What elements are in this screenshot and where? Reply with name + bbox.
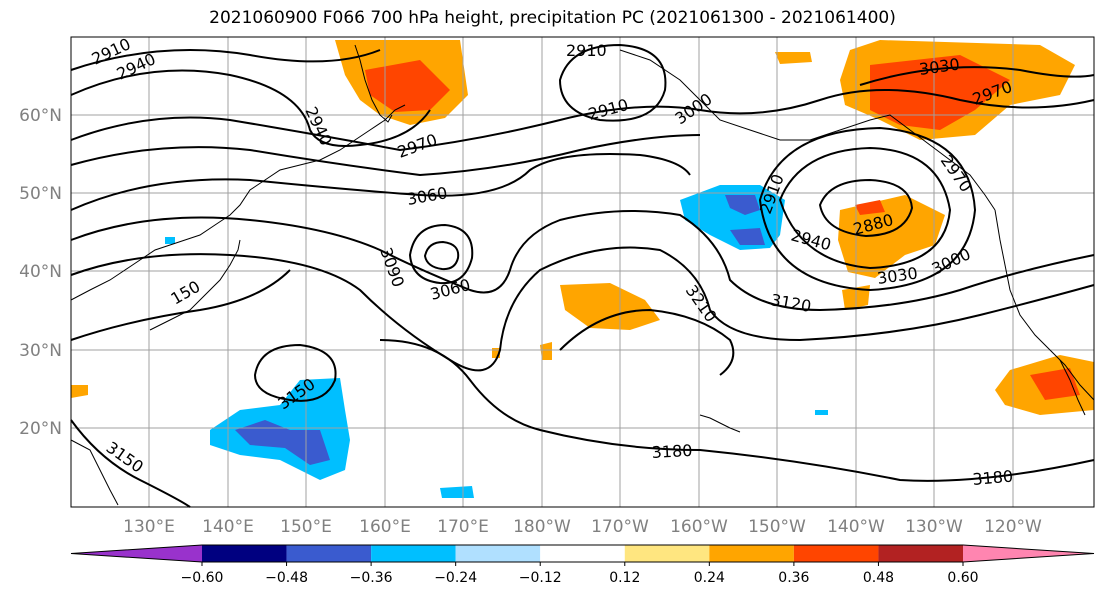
lon-label: 160°W [670,517,728,537]
lon-label: 170°W [591,517,649,537]
precip-neg-small-2 [815,410,828,415]
lon-label: 150°W [748,517,806,537]
contour-3000 [70,134,701,177]
contour-3120 [70,246,1095,372]
coast-namerica [994,209,1095,401]
contour-2910-north [70,49,381,71]
colorbar-tick-label: −0.24 [434,570,477,586]
contour-label: 3180 [972,467,1014,489]
colorbar-segment [202,545,287,562]
colorbar-segment [71,545,202,562]
colorbar-segment [286,545,372,562]
lon-label: 130°W [905,517,963,537]
lat-label: 50°N [19,184,62,204]
colorbar-tick-label: −0.60 [181,570,224,586]
lon-label: 140°E [202,517,254,537]
longitude-labels: 130°E 140°E 150°E 160°E 170°E 180°W 170°… [123,517,1042,537]
precip-blob-small-1 [540,342,552,360]
precip-blob-west-edge [71,385,88,398]
lon-label: 160°E [359,517,411,537]
contour-3090 [70,210,1095,312]
colorbar-tick-label: 0.60 [947,570,978,586]
colorbar-tick-label: 0.48 [863,570,894,586]
colorbar-tick-label: −0.12 [519,570,562,586]
precip-blob-low-core [855,200,885,215]
coast-alaska [619,49,996,211]
map-area: 2910 2940 2910 2940 2910 3000 3030 2970 … [70,34,1095,508]
colorbar-ticks: −0.60 −0.48 −0.36 −0.24 −0.12 0.12 0.24 0.36 0.4… [181,562,979,586]
lon-label: 120°W [984,517,1042,537]
height-contours [70,43,1095,508]
precip-neg-small-3 [165,237,175,244]
precip-neg-alaska-core [725,195,760,215]
colorbar-segment [455,545,541,562]
colorbar-segment [878,545,963,562]
contour-low-ring-3 [818,178,914,238]
contour-3030-north [859,66,1095,86]
colorbar: −0.60 −0.48 −0.36 −0.24 −0.12 0.12 0.24 0.36 0.4… [70,544,1095,586]
lon-label: 130°E [123,517,175,537]
colorbar-segment [624,545,710,562]
latitude-labels: 60°N 50°N 40°N 30°N 20°N [19,106,62,439]
colorbar-segments [70,544,1095,563]
precip-blob-central-pacific [560,283,660,330]
precip-blob-low [838,195,945,278]
lat-label: 20°N [19,419,62,439]
colorbar-tick-label: 0.36 [778,570,809,586]
lat-label: 60°N [19,106,62,126]
coast-baja [1059,359,1086,416]
colorbar-tick-label: −0.36 [350,570,393,586]
precip-blob-alaska-small [775,52,812,64]
lat-label: 30°N [19,341,62,361]
lon-label: 170°E [437,517,489,537]
precip-blob-kamchatka-core [365,60,450,112]
map-title: 2021060900 F066 700 hPa height, precipit… [209,8,896,28]
contour-ring-3060 [408,223,474,285]
colorbar-segment [540,545,625,562]
contour-low-ring-2 [758,126,977,292]
precipitation-shading [71,40,1094,498]
coast-kamchatka [354,44,393,123]
contour-3150-ring [253,343,337,402]
coast-asia [70,104,406,301]
colorbar-segment [963,545,1094,562]
colorbar-tick-label: 0.24 [694,570,725,586]
precip-neg-small-1 [440,486,474,498]
colorbar-tick-label: −0.48 [265,570,308,586]
contour-3150-west [70,269,291,341]
hawaii-islands [699,414,741,433]
contour-label: 3180 [651,441,693,462]
colorbar-segment [709,545,794,562]
contour-2940-north [70,69,431,147]
contour-3180 [70,339,1095,508]
contour-3210 [559,308,735,376]
colorbar-segment [793,545,879,562]
coast-west-edge [70,439,119,506]
colorbar-tick-label: 0.12 [609,570,640,586]
precip-neg-alaska-core2 [730,228,765,245]
lon-label: 140°W [827,517,885,537]
lat-label: 40°N [19,262,62,282]
lon-label: 150°E [280,517,332,537]
lon-label: 180°W [513,517,571,537]
colorbar-segment [371,545,456,562]
contour-low-ring-1 [778,146,952,270]
coast-japan [149,239,241,331]
coastlines [70,44,1095,506]
contour-ring-3060-inner [423,240,460,271]
contour-3060 [70,153,691,211]
contour-label: 2910 [566,41,607,60]
contour-2970 [70,89,1095,152]
